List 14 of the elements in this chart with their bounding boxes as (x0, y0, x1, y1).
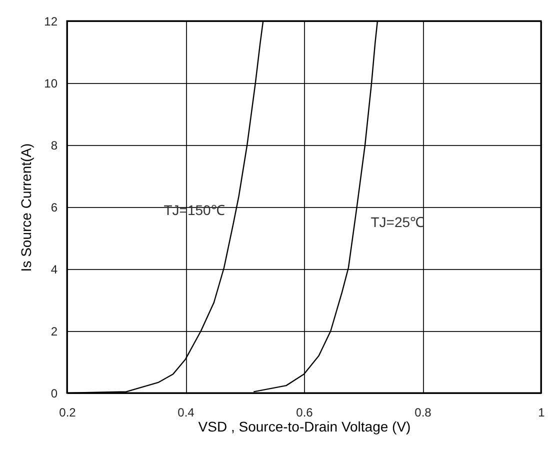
y-tick-label: 8 (50, 138, 58, 152)
x-tick-label: 0.8 (414, 406, 432, 420)
x-tick-label: 0.6 (296, 406, 314, 420)
y-tick-label: 0 (50, 386, 58, 400)
y-axis-title: Is Source Current(A) (18, 143, 34, 272)
x-tick-label: 0.2 (59, 406, 76, 420)
y-tick-label: 4 (50, 262, 58, 276)
x-axis-title: VSD , Source-to-Drain Voltage (V) (198, 418, 411, 434)
y-tick-label: 2 (50, 324, 58, 338)
x-tick-label: 0.4 (178, 406, 195, 420)
y-tick-label: 10 (44, 76, 58, 90)
y-tick-label: 12 (44, 14, 58, 28)
x-tick-label: 1 (538, 406, 546, 420)
y-tick-label: 6 (50, 200, 58, 214)
